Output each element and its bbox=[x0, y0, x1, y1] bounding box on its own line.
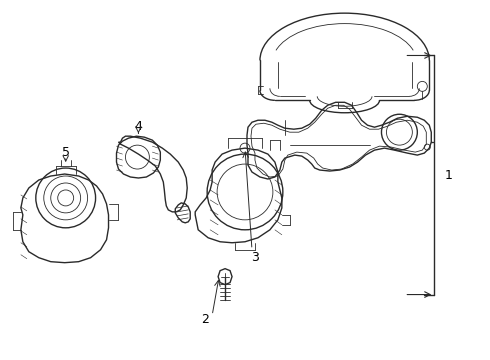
Text: 4: 4 bbox=[134, 120, 143, 133]
Text: 2: 2 bbox=[201, 313, 209, 326]
Text: 5: 5 bbox=[62, 145, 70, 159]
Text: 3: 3 bbox=[251, 251, 259, 264]
Text: 1: 1 bbox=[444, 168, 452, 181]
